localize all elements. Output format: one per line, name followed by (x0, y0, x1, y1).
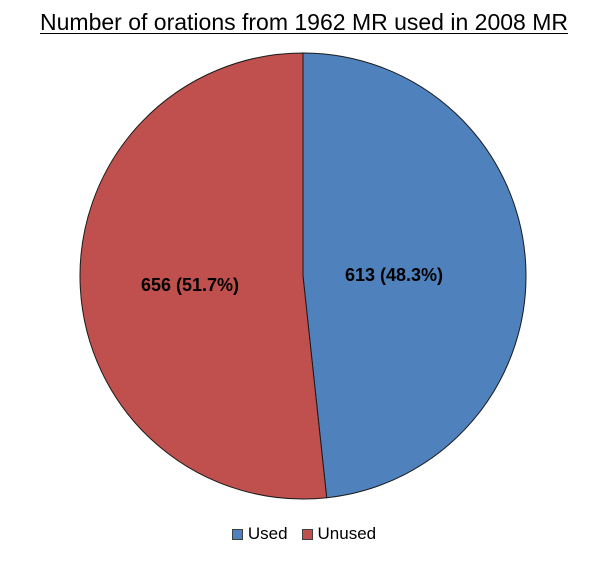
pie-slice-used (302, 52, 527, 499)
legend-item-unused: Unused (301, 524, 377, 544)
legend-item-used: Used (231, 524, 288, 544)
legend-swatch-used (231, 528, 243, 540)
data-label-used: 613 (48.3%) (345, 265, 443, 285)
legend-label-used: Used (247, 524, 288, 543)
chart-title: Number of orations from 1962 MR used in … (40, 9, 568, 35)
legend-swatch-unused (301, 528, 313, 540)
legend-label-unused: Unused (317, 524, 377, 543)
pie-chart: 613 (48.3%) 656 (51.7%) (79, 52, 527, 500)
pie-slice-unused (79, 52, 328, 500)
legend: Used Unused (0, 524, 608, 544)
data-label-unused: 656 (51.7%) (141, 275, 239, 295)
